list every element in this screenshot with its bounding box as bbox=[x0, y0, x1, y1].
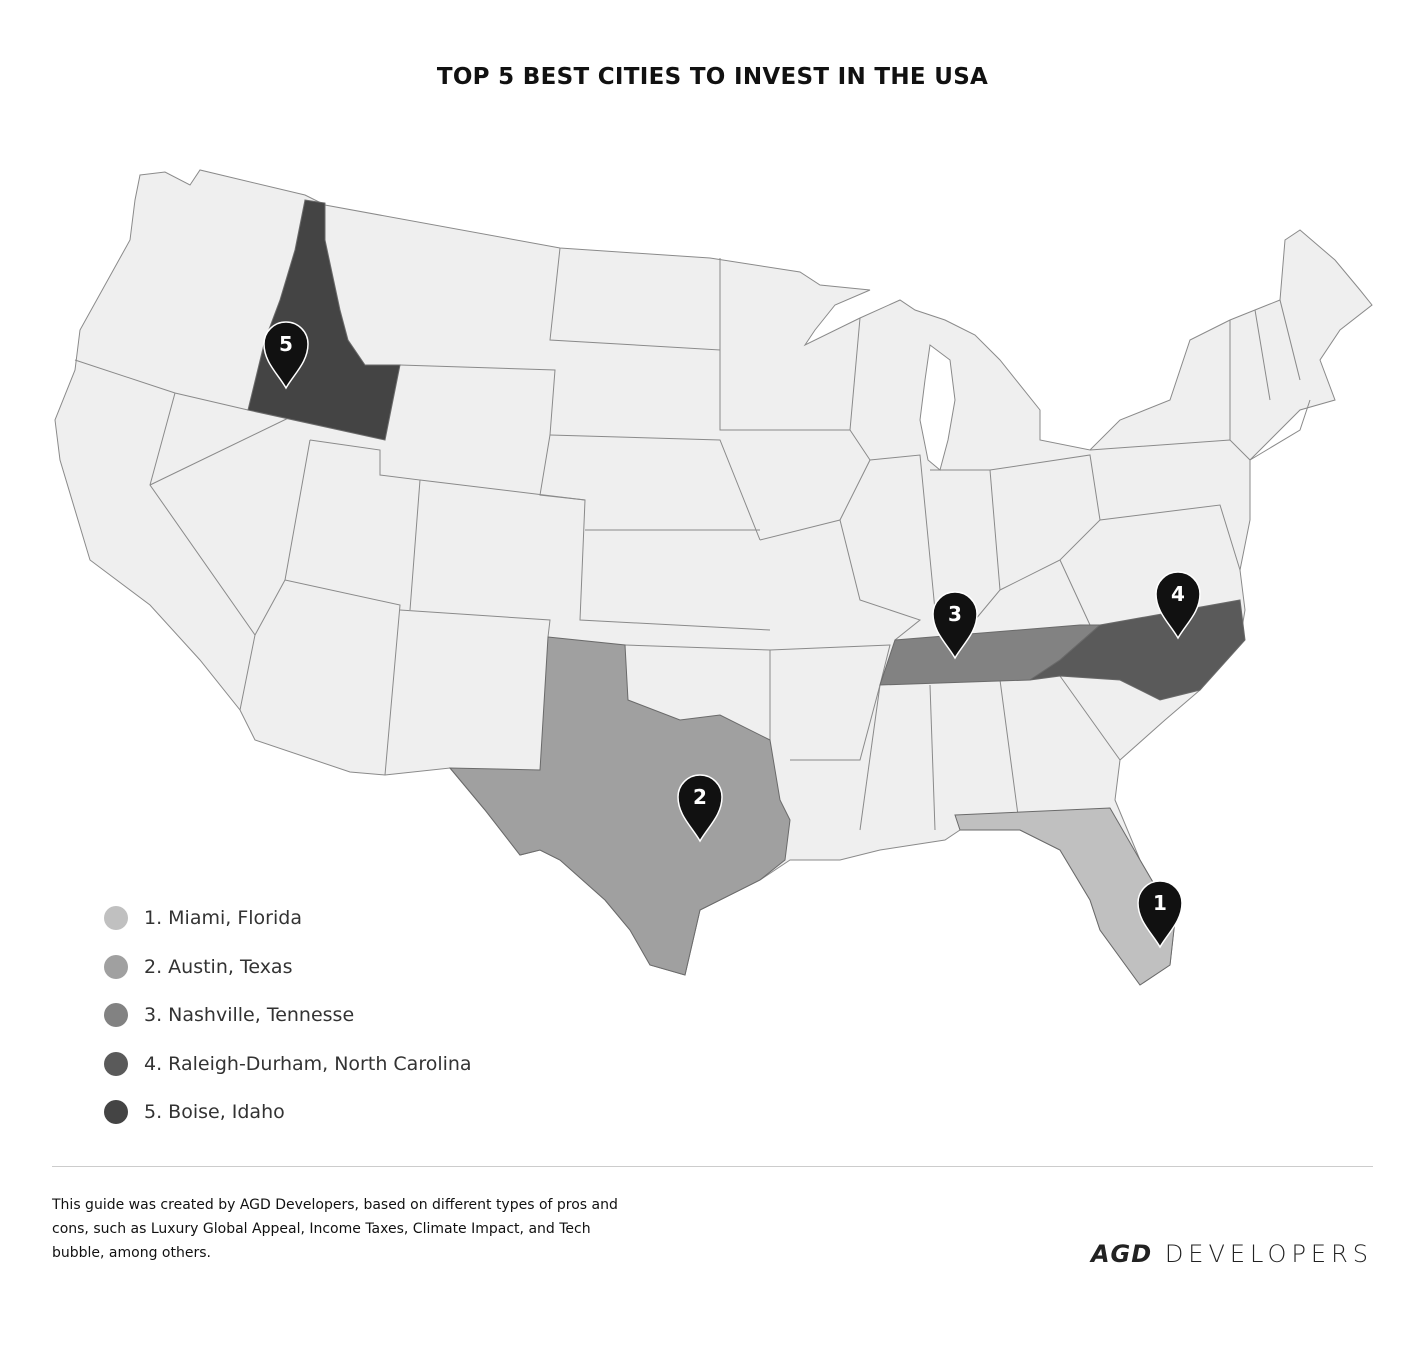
map-pin-1[interactable]: 1 bbox=[1137, 880, 1183, 949]
pin-number: 5 bbox=[279, 332, 293, 356]
legend-label: 3. Nashville, Tennesse bbox=[144, 1004, 355, 1027]
page-title: TOP 5 BEST CITIES TO INVEST IN THE USA bbox=[436, 64, 989, 90]
legend-swatch bbox=[104, 1100, 128, 1125]
pin-number: 3 bbox=[948, 602, 962, 626]
legend-item: 5. Boise, Idaho bbox=[104, 1088, 472, 1137]
logo-mark: AGD bbox=[1090, 1240, 1153, 1268]
legend-swatch bbox=[104, 1003, 128, 1028]
legend-item: 3. Nashville, Tennesse bbox=[104, 991, 472, 1040]
state-borders bbox=[74, 247, 1311, 831]
legend-item: 2. Austin, Texas bbox=[104, 943, 472, 992]
pin-number: 4 bbox=[1171, 582, 1185, 606]
pin-marker-icon bbox=[932, 591, 978, 660]
legend-swatch bbox=[104, 954, 128, 979]
map-pin-5[interactable]: 5 bbox=[263, 321, 309, 390]
legend-item: 4. Raleigh-Durham, North Carolina bbox=[104, 1040, 472, 1089]
legend-swatch bbox=[104, 906, 128, 931]
footer-note: This guide was created by AGD Developers… bbox=[52, 1197, 618, 1261]
logo-text: DEVELOPERS bbox=[1164, 1240, 1373, 1268]
pin-marker-icon bbox=[677, 774, 723, 843]
footer-divider bbox=[52, 1166, 1373, 1167]
legend-label: 2. Austin, Texas bbox=[144, 955, 293, 978]
map-pin-4[interactable]: 4 bbox=[1155, 571, 1201, 640]
state-north-carolina bbox=[1029, 599, 1246, 701]
pin-marker-icon bbox=[1137, 880, 1183, 949]
pin-number: 1 bbox=[1153, 891, 1167, 915]
usa-map: 1 2 3 4 5 bbox=[54, 169, 1373, 986]
pin-marker-icon bbox=[263, 321, 309, 390]
agd-logo: AGD DEVELOPERS bbox=[1091, 1240, 1373, 1268]
state-florida bbox=[954, 807, 1176, 986]
legend-label: 4. Raleigh-Durham, North Carolina bbox=[144, 1052, 472, 1075]
map-pin-2[interactable]: 2 bbox=[677, 774, 723, 843]
pin-marker-icon bbox=[1155, 571, 1201, 640]
legend-label: 1. Miami, Florida bbox=[144, 907, 302, 930]
pin-number: 2 bbox=[693, 785, 707, 809]
legend-swatch bbox=[104, 1051, 128, 1076]
map-pin-3[interactable]: 3 bbox=[932, 591, 978, 660]
legend: 1. Miami, Florida 2. Austin, Texas 3. Na… bbox=[104, 894, 472, 1137]
legend-item: 1. Miami, Florida bbox=[104, 894, 472, 943]
state-texas bbox=[448, 636, 791, 976]
legend-label: 5. Boise, Idaho bbox=[144, 1101, 285, 1124]
